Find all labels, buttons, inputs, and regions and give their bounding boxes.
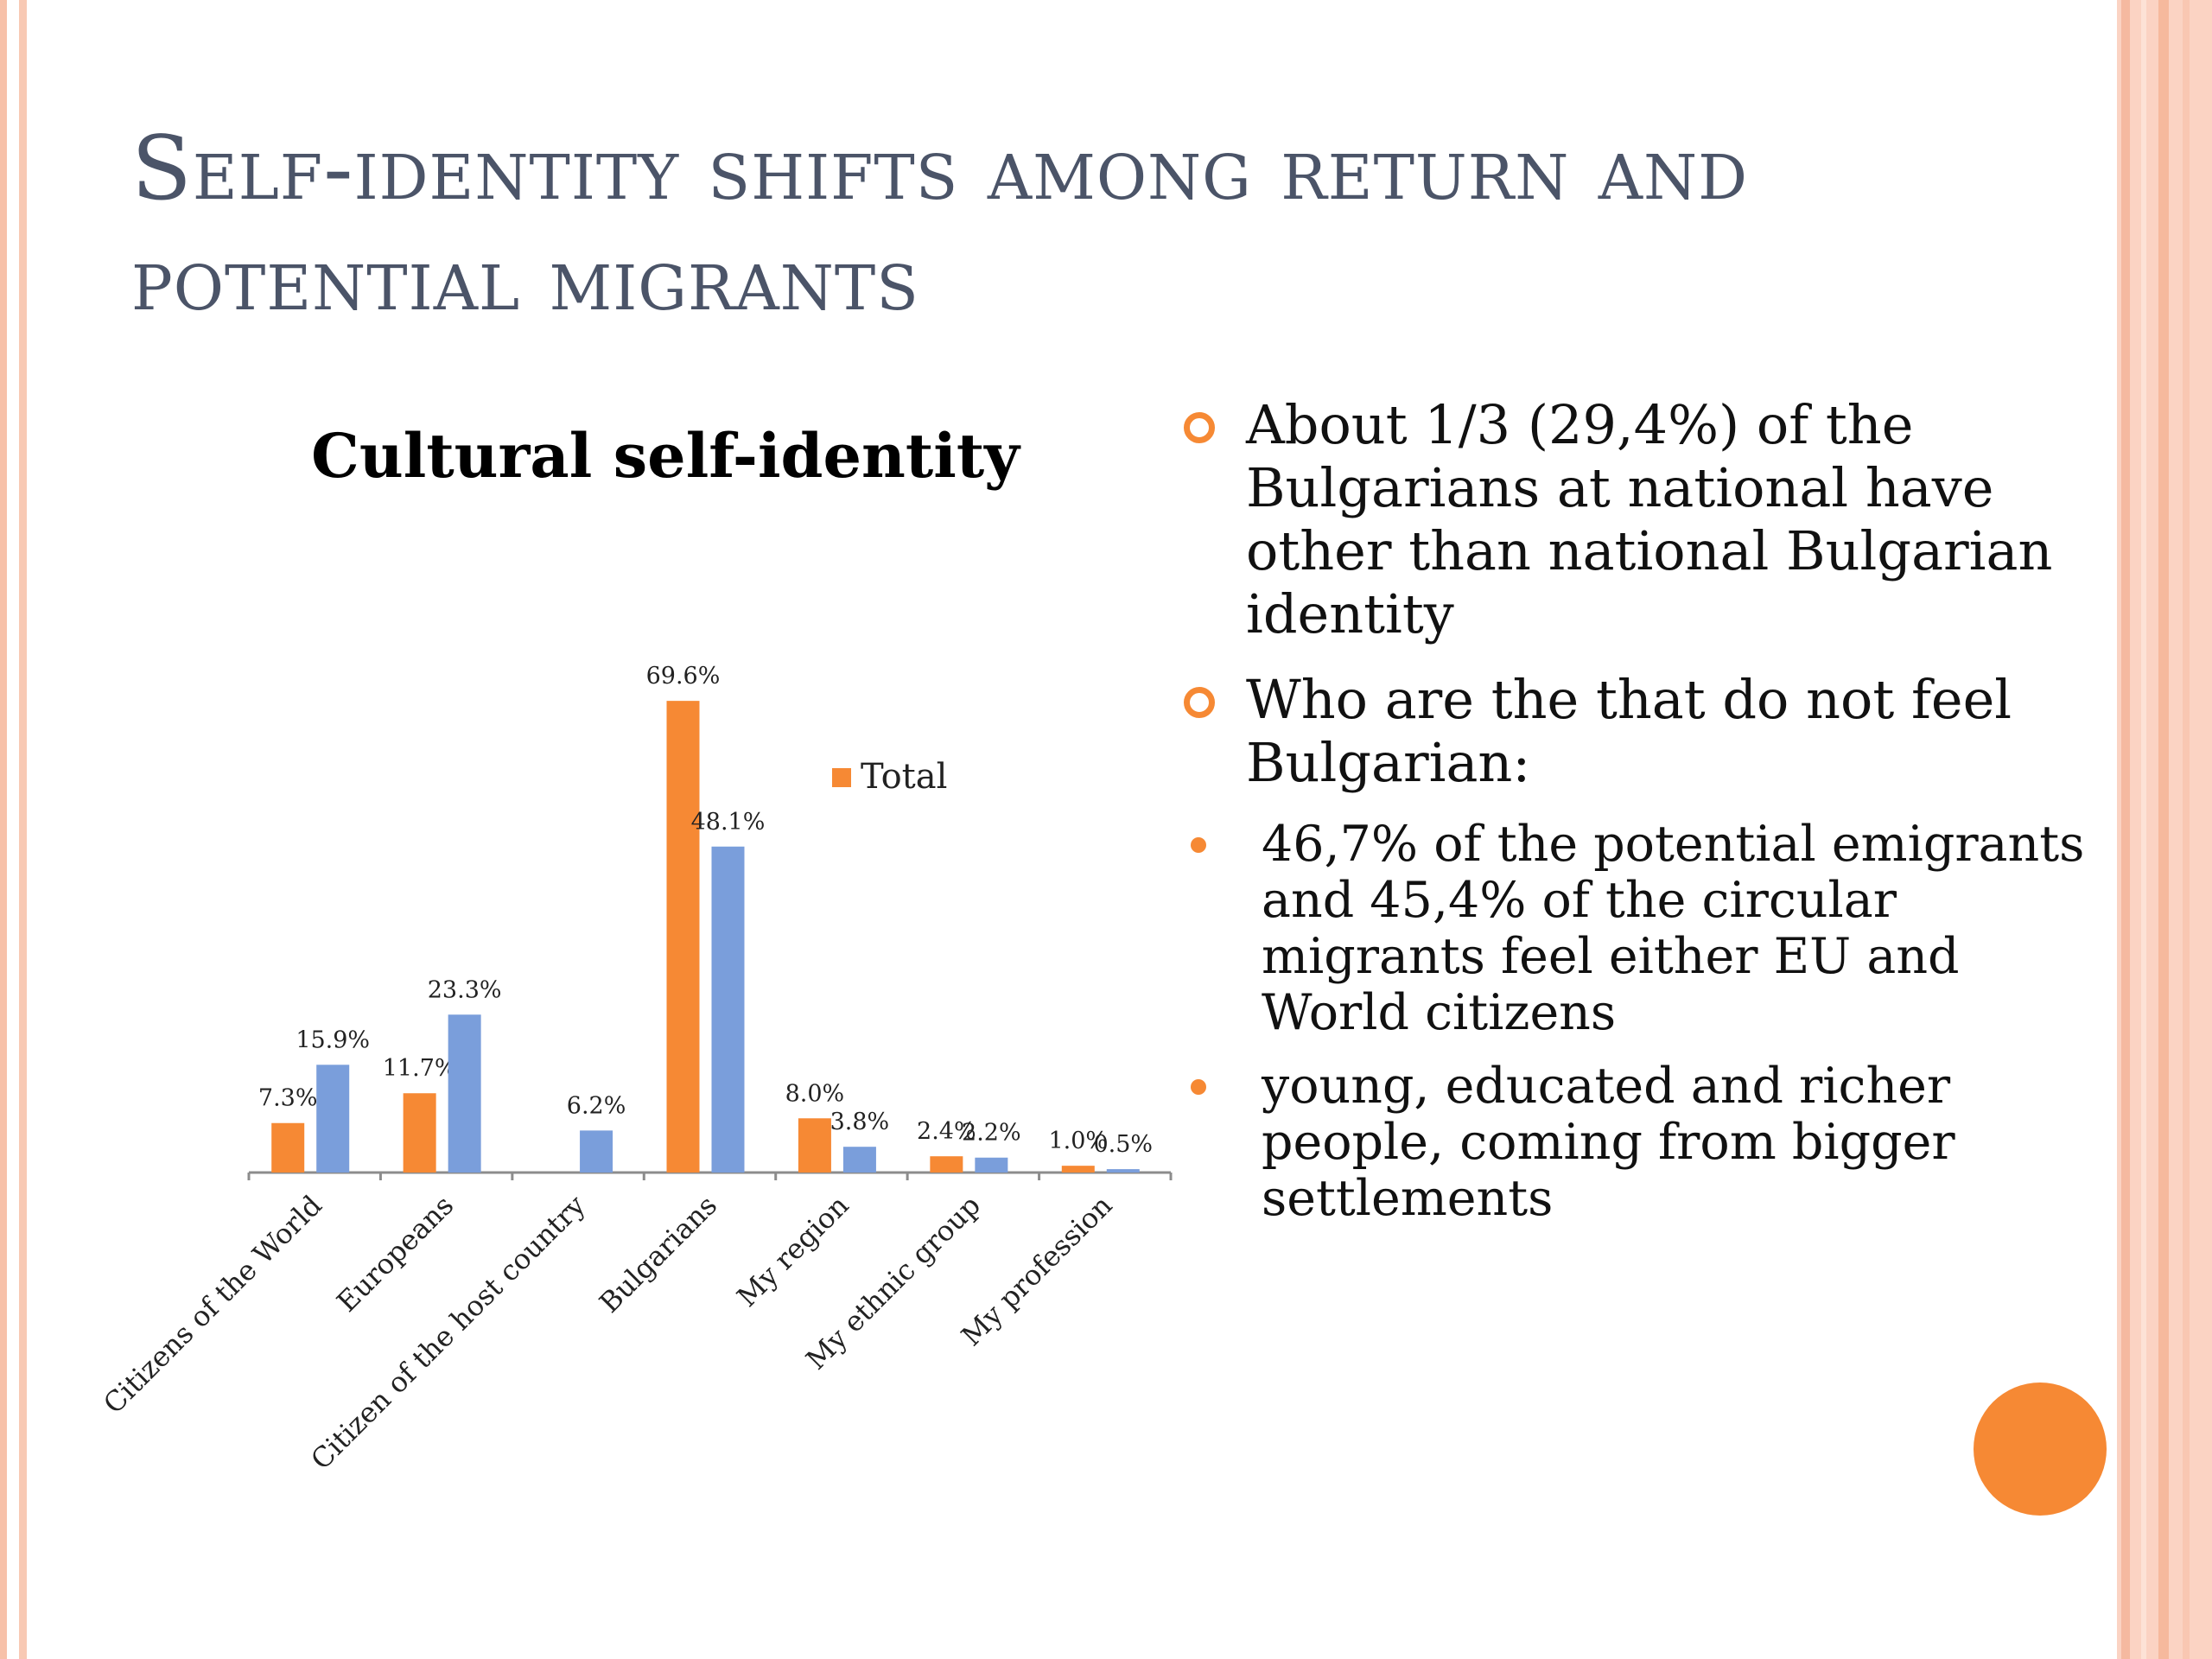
data-label: 2.2% (962, 1120, 1021, 1147)
right-border-stripe (2158, 0, 2169, 1659)
bar (580, 1130, 613, 1173)
legend-label: Total (861, 757, 947, 797)
sub-bullet-text: young, educated and richer people, comin… (1262, 1058, 1955, 1227)
data-label: 8.0% (785, 1080, 845, 1107)
bar (930, 1156, 963, 1173)
bullet-text: Who are the that do not feel Bulgarian: (1246, 668, 2012, 794)
sub-bullet-item: young, educated and richer people, comin… (1191, 1058, 2091, 1227)
ring-bullet-icon (1184, 412, 1215, 443)
sub-bullet-text: 46,7% of the potential emigrants and 45,… (1262, 816, 2085, 1041)
data-label: 69.6% (646, 663, 721, 690)
dot-bullet-icon (1191, 837, 1206, 853)
data-label: 11.7% (383, 1055, 457, 1082)
slide-title: Self-identity shifts among return and po… (131, 118, 1749, 331)
bar (798, 1118, 831, 1173)
right-border-stripe (2183, 0, 2190, 1659)
category-label: Bulgarians (593, 1189, 723, 1319)
legend-swatch (832, 768, 851, 787)
bullet-text: About 1/3 (29,4%) of the Bulgarians at n… (1246, 393, 2053, 645)
bullet-item: Who are the that do not feel Bulgarian: (1175, 668, 2091, 794)
bar (975, 1157, 1008, 1173)
bar (403, 1093, 436, 1173)
right-border-stripe (2121, 0, 2130, 1659)
bar (1061, 1166, 1095, 1173)
category-label: Europeans (330, 1189, 460, 1319)
data-label: 6.2% (567, 1092, 626, 1119)
data-label: 23.3% (428, 976, 502, 1003)
category-label: Citizens of the World (97, 1189, 328, 1421)
category-label: Citizen of the host country (304, 1189, 591, 1476)
bar (1106, 1169, 1140, 1173)
dot-bullet-icon (1191, 1079, 1206, 1095)
data-label: 0.5% (1093, 1131, 1153, 1158)
data-label: 1.0% (1048, 1128, 1108, 1154)
bar (316, 1065, 350, 1173)
data-label: 2.4% (917, 1118, 976, 1145)
bullet-item: About 1/3 (29,4%) of the Bulgarians at n… (1175, 393, 2091, 645)
right-border-stripe (2141, 0, 2146, 1659)
bar (271, 1122, 305, 1173)
left-border-stripe (0, 0, 7, 1659)
data-label: 3.8% (830, 1109, 890, 1135)
bar (666, 701, 700, 1173)
decorative-orange-circle (1974, 1382, 2107, 1516)
bar (842, 1147, 876, 1173)
bar (448, 1014, 481, 1173)
data-label: 7.3% (258, 1085, 318, 1112)
left-border-stripe (19, 0, 27, 1659)
ring-bullet-icon (1184, 687, 1215, 718)
data-label: 48.1% (691, 809, 766, 836)
data-label: 15.9% (296, 1027, 370, 1053)
chart-title: Cultural self-identity (311, 420, 1020, 492)
category-label: My region (730, 1189, 855, 1313)
bullet-list: About 1/3 (29,4%) of the Bulgarians at n… (1175, 393, 2091, 1244)
sub-bullet-list: 46,7% of the potential emigrants and 45,… (1191, 816, 2091, 1227)
sub-bullet-item: 46,7% of the potential emigrants and 45,… (1191, 816, 2091, 1041)
bar (711, 846, 745, 1173)
